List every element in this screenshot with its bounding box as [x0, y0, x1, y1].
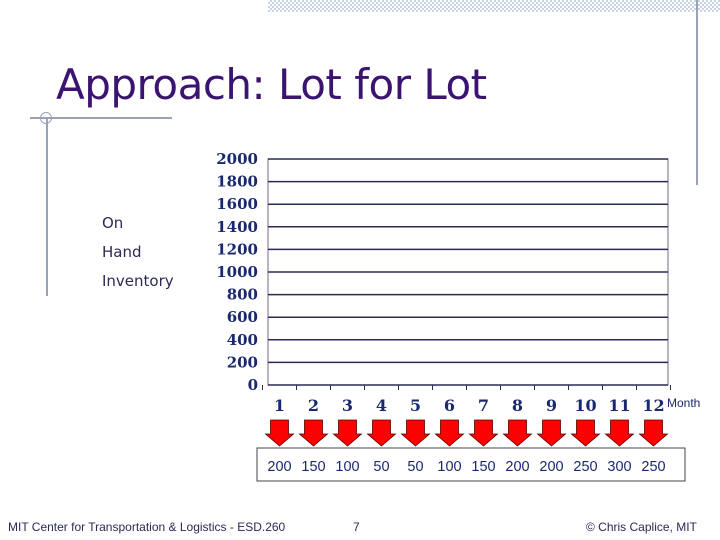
x-tick-label: 8 — [512, 396, 523, 415]
decorative-checker-band — [268, 0, 720, 12]
x-tick-label: 10 — [574, 396, 596, 415]
demand-arrow — [536, 419, 567, 447]
y-tick-label: 1600 — [216, 195, 258, 213]
y-tick-label: 0 — [248, 376, 258, 394]
demand-value-label: 250 — [573, 459, 597, 475]
y-axis-label: On Hand Inventory — [102, 212, 174, 299]
footer-course: MIT Center for Transportation & Logistic… — [8, 520, 286, 534]
y-tick-label: 400 — [227, 331, 258, 349]
y-tick-label: 1800 — [216, 173, 258, 191]
y-tick-label: 200 — [227, 353, 258, 371]
crosshair-ornament-icon — [40, 112, 52, 124]
y-tick-label: 1000 — [216, 263, 258, 281]
demand-value-label: 200 — [539, 459, 563, 475]
demand-value-label: 200 — [267, 459, 291, 475]
page-number: 7 — [353, 520, 360, 534]
demand-arrow — [502, 419, 533, 447]
x-tick-label: 9 — [546, 396, 557, 415]
demand-arrow — [604, 419, 635, 447]
demand-value-label: 150 — [301, 459, 325, 475]
slide-title: Approach: Lot for Lot — [56, 60, 487, 109]
footer-copyright: © Chris Caplice, MIT — [586, 520, 697, 534]
x-axis-title: Month — [667, 396, 700, 410]
demand-value-label: 50 — [373, 459, 389, 475]
x-tick-label: 7 — [478, 396, 489, 415]
y-tick-label: 1200 — [216, 240, 258, 258]
y-axis-label-line: Hand — [102, 243, 142, 261]
y-tick-label: 1400 — [216, 218, 258, 236]
y-axis-label-line: On — [102, 214, 124, 232]
x-tick-label: 5 — [410, 396, 421, 415]
demand-values-box — [256, 447, 686, 482]
x-tick-label: 3 — [342, 396, 353, 415]
decorative-vertical-rule-right — [696, 0, 698, 185]
y-tick-label: 800 — [227, 286, 258, 304]
y-tick-label: 2000 — [216, 150, 258, 168]
demand-arrow — [570, 419, 601, 447]
x-tick-label: 2 — [308, 396, 319, 415]
demand-arrow — [468, 419, 499, 447]
demand-arrow — [638, 419, 669, 447]
demand-value-label: 50 — [407, 459, 423, 475]
demand-value-label: 250 — [641, 459, 665, 475]
demand-arrow — [298, 419, 329, 447]
demand-value-label: 150 — [471, 459, 495, 475]
demand-arrow — [332, 419, 363, 447]
demand-value-label: 200 — [505, 459, 529, 475]
x-tick-label: 11 — [608, 396, 630, 415]
demand-value-label: 300 — [607, 459, 631, 475]
title-underline-rule — [30, 117, 172, 119]
x-tick-label: 4 — [376, 396, 387, 415]
y-axis-label-line: Inventory — [102, 272, 174, 290]
x-tick-label: 6 — [444, 396, 455, 415]
demand-value-label: 100 — [335, 459, 359, 475]
demand-value-label: 100 — [437, 459, 461, 475]
y-tick-label: 600 — [227, 308, 258, 326]
demand-arrow — [400, 419, 431, 447]
x-tick-label: 12 — [642, 396, 664, 415]
decorative-vertical-rule-left — [46, 118, 48, 296]
demand-arrow — [264, 419, 295, 447]
x-tick-label: 1 — [274, 396, 285, 415]
demand-arrow — [366, 419, 397, 447]
demand-arrow — [434, 419, 465, 447]
